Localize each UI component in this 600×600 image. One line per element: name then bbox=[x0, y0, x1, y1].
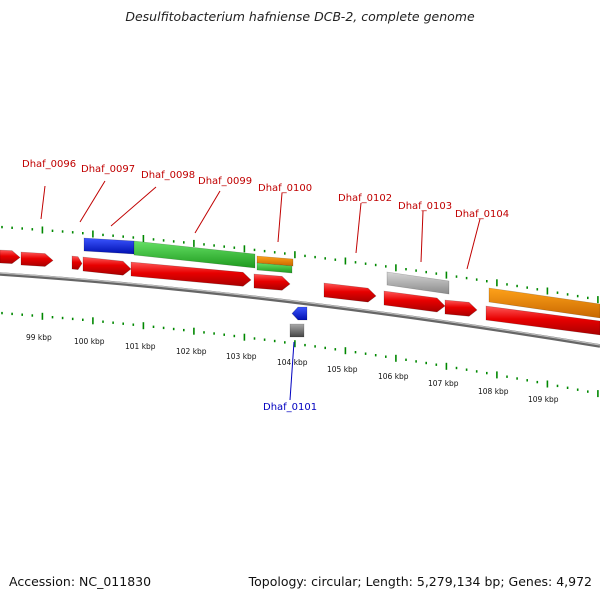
gene-label-dhaf-0101[interactable]: Dhaf_0101 bbox=[263, 402, 317, 413]
feature-green-small[interactable] bbox=[256, 262, 293, 274]
feature-orange[interactable] bbox=[488, 287, 600, 319]
cds-arrow[interactable] bbox=[383, 290, 446, 313]
kbp-label: 103 kbp bbox=[226, 352, 257, 361]
cds-arrow[interactable] bbox=[82, 256, 132, 276]
gene-label-dhaf-0102[interactable]: Dhaf_0102 bbox=[338, 193, 392, 204]
genome-title: Desulfitobacterium hafniense DCB-2, comp… bbox=[125, 9, 475, 24]
gene-label-dhaf-0098[interactable]: Dhaf_0098 bbox=[141, 170, 195, 181]
cds-arrow[interactable] bbox=[323, 282, 377, 303]
feature-dhaf-0101-grey[interactable] bbox=[289, 323, 305, 338]
cds-arrow[interactable] bbox=[71, 255, 83, 270]
genome-backbone-highlight bbox=[0, 272, 600, 346]
kbp-label: 108 kbp bbox=[478, 387, 509, 396]
feature-dhaf-0101-blue[interactable] bbox=[291, 306, 308, 321]
cds-arrow[interactable] bbox=[20, 251, 54, 267]
feature-blue[interactable] bbox=[83, 237, 135, 255]
leader-dhaf-0098 bbox=[110, 186, 157, 227]
gene-label-dhaf-0100[interactable]: Dhaf_0100 bbox=[258, 183, 312, 194]
feature-green[interactable] bbox=[133, 240, 256, 269]
feature-grey[interactable] bbox=[386, 271, 450, 295]
leader-dhaf-0099 bbox=[194, 190, 221, 234]
leader-dhaf-0103 bbox=[420, 210, 424, 263]
kbp-label: 107 kbp bbox=[428, 379, 459, 388]
kbp-label: 100 kbp bbox=[74, 337, 105, 346]
kbp-scale: 99 kbp 100 kbp 101 kbp 102 kbp 103 kbp 1… bbox=[26, 333, 559, 404]
gene-labels: Dhaf_0096 Dhaf_0097 Dhaf_0098 Dhaf_0099 … bbox=[22, 159, 509, 413]
genome-backbone bbox=[0, 272, 600, 348]
gene-label-dhaf-0096[interactable]: Dhaf_0096 bbox=[22, 159, 76, 170]
gene-label-dhaf-0097[interactable]: Dhaf_0097 bbox=[81, 164, 135, 175]
kbp-label: 102 kbp bbox=[176, 347, 207, 356]
gene-label-dhaf-0103[interactable]: Dhaf_0103 bbox=[398, 201, 452, 212]
cds-arrow[interactable] bbox=[253, 273, 291, 291]
gene-label-dhaf-0099[interactable]: Dhaf_0099 bbox=[198, 176, 252, 187]
leader-dhaf-0104 bbox=[466, 218, 481, 270]
kbp-label: 105 kbp bbox=[327, 365, 358, 374]
cds-arrow[interactable] bbox=[130, 261, 252, 287]
upper-tick-row bbox=[1, 225, 599, 304]
leader-dhaf-0100 bbox=[277, 192, 283, 243]
kbp-label: 101 kbp bbox=[125, 342, 156, 351]
cds-arrow[interactable] bbox=[0, 249, 21, 264]
feature-track bbox=[0, 237, 600, 338]
feature-orange-small[interactable] bbox=[256, 255, 294, 267]
gene-label-dhaf-0104[interactable]: Dhaf_0104 bbox=[455, 209, 509, 220]
cds-arrow[interactable] bbox=[485, 305, 600, 336]
accession-text: Accession: NC_011830 bbox=[9, 574, 152, 589]
lower-tick-row bbox=[1, 311, 599, 398]
topology-summary: Topology: circular; Length: 5,279,134 bp… bbox=[248, 574, 592, 589]
label-leaders bbox=[40, 180, 481, 401]
cds-arrow[interactable] bbox=[444, 299, 478, 317]
kbp-label: 104 kbp bbox=[277, 358, 308, 367]
kbp-label: 109 kbp bbox=[528, 395, 559, 404]
leader-dhaf-0096 bbox=[40, 185, 46, 220]
leader-dhaf-0101 bbox=[289, 341, 295, 401]
leader-dhaf-0102 bbox=[355, 202, 362, 254]
kbp-label: 106 kbp bbox=[378, 372, 409, 381]
leader-dhaf-0097 bbox=[79, 180, 106, 223]
kbp-label: 99 kbp bbox=[26, 333, 52, 342]
